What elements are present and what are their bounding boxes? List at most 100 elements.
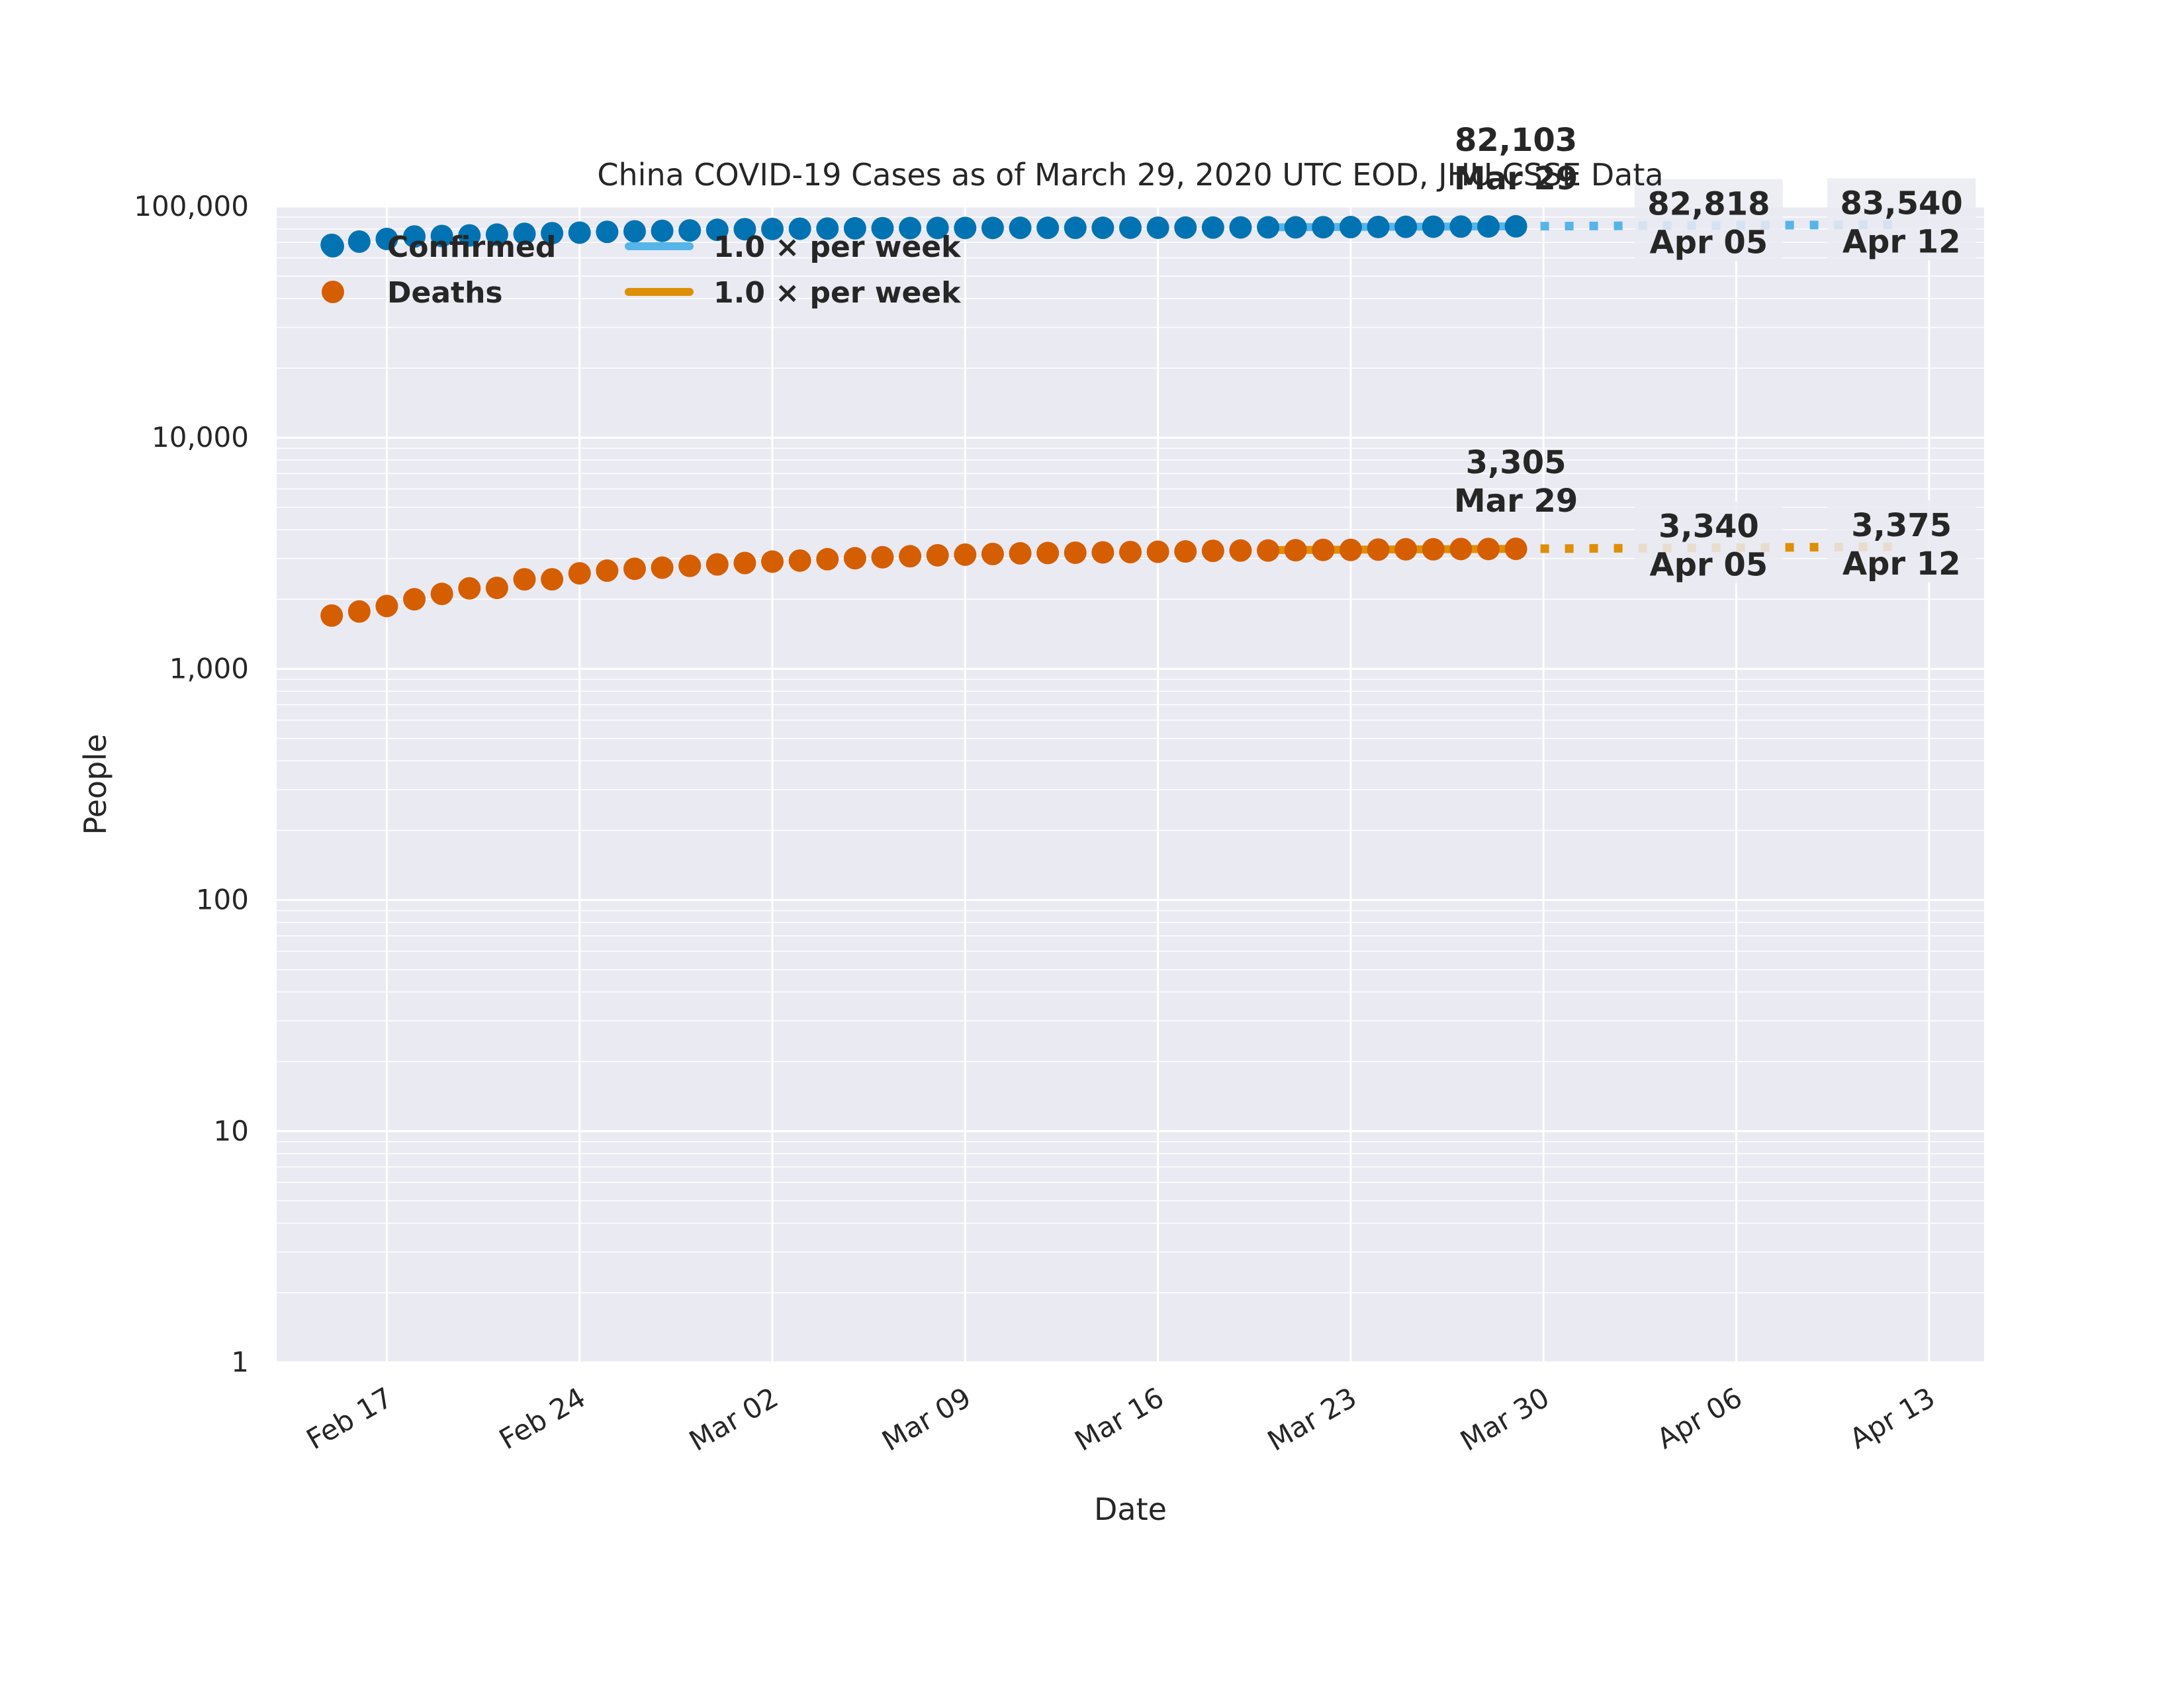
- deaths-point: [1422, 538, 1445, 561]
- annotation-value: 3,340: [1659, 508, 1759, 545]
- deaths-point: [843, 547, 866, 570]
- data-points: [320, 214, 1527, 627]
- annotation-date: Mar 29: [1454, 160, 1578, 197]
- deaths-point: [403, 588, 426, 611]
- y-tick-label: 10: [214, 1115, 249, 1147]
- deaths-point: [899, 545, 922, 568]
- x-tick-label: Mar 23: [1262, 1381, 1362, 1457]
- confirmed-point: [1036, 216, 1060, 240]
- deaths-point: [596, 559, 619, 583]
- deaths-point: [954, 543, 977, 566]
- confirmed-point: [541, 222, 564, 245]
- annotation-box: [1634, 501, 1783, 584]
- deaths-point: [1064, 541, 1087, 564]
- legend-marker: [322, 235, 344, 258]
- annotation-box: [1827, 178, 1976, 261]
- deaths-point: [1229, 539, 1252, 562]
- x-tick-label: Apr 13: [1844, 1381, 1940, 1455]
- confirmed-point: [705, 218, 729, 242]
- confirmed-point: [1201, 216, 1224, 239]
- confirmed-point: [981, 216, 1004, 240]
- deaths-point: [1009, 541, 1032, 565]
- annotation-value: 3,375: [1851, 507, 1952, 544]
- deaths-point: [705, 553, 729, 576]
- annotation-date: Apr 05: [1650, 547, 1768, 584]
- deaths-point: [733, 551, 756, 575]
- deaths-point: [347, 600, 371, 623]
- confirmed-point: [403, 225, 426, 248]
- legend: Confirmed Deaths 1.0 × per week 1.0 × per w…: [322, 230, 962, 310]
- confirmed-point: [651, 219, 674, 242]
- y-tick-label: 10,000: [152, 421, 249, 453]
- y-tick-label: 100,000: [134, 190, 249, 222]
- confirmed-point: [1367, 215, 1390, 238]
- confirmed-point: [1091, 216, 1115, 240]
- confirmed-point: [926, 216, 949, 240]
- deaths-point: [1504, 538, 1527, 561]
- confirmed-point: [1229, 216, 1252, 239]
- legend-label: 1.0 × per week: [713, 230, 962, 264]
- deaths-point: [1036, 541, 1060, 565]
- confirmed-point: [1339, 216, 1362, 239]
- x-axis-label: Date: [1094, 1491, 1167, 1527]
- deaths-point: [981, 542, 1004, 565]
- confirmed-point: [513, 222, 536, 246]
- confirmed-point: [347, 230, 371, 254]
- deaths-point: [375, 594, 398, 618]
- fit-line: [1264, 545, 1520, 554]
- annotation-date: Apr 12: [1843, 223, 1961, 260]
- confirmed-point: [375, 227, 398, 250]
- confirmed-point: [761, 217, 784, 240]
- legend-label: Deaths: [387, 276, 503, 310]
- deaths-point: [1146, 540, 1169, 563]
- x-tick-label: Feb 24: [494, 1381, 591, 1456]
- deaths-point: [320, 604, 343, 627]
- confirmed-point: [1146, 216, 1169, 239]
- confirmed-point: [788, 217, 811, 240]
- confirmed-point: [733, 218, 756, 241]
- confirmed-point: [899, 216, 922, 240]
- x-tick-labels: Feb 17 Feb 24 Mar 02 Mar 09 Mar 16 Mar 23 Mar …: [301, 1381, 1940, 1457]
- annotation-value: 82,103: [1455, 122, 1577, 159]
- confirmed-point: [871, 216, 894, 240]
- deaths-point: [788, 549, 811, 572]
- deaths-point: [871, 545, 894, 569]
- confirmed-point: [485, 223, 508, 246]
- deaths-point: [1174, 540, 1197, 563]
- deaths-point: [651, 556, 674, 579]
- annotation-date: Mar 29: [1454, 483, 1578, 520]
- deaths-point: [1367, 538, 1390, 561]
- deaths-point: [1449, 538, 1473, 561]
- y-tick-label: 1: [231, 1346, 249, 1378]
- confirmed-point: [1504, 214, 1527, 238]
- deaths-point: [1201, 539, 1224, 563]
- confirmed-point: [430, 224, 453, 248]
- annotation-value: 83,540: [1841, 185, 1963, 222]
- deaths-point: [678, 554, 702, 577]
- confirmed-point: [954, 216, 977, 240]
- confirmed-point: [596, 220, 619, 244]
- deaths-point: [761, 550, 784, 573]
- x-tick-label: Mar 30: [1455, 1381, 1555, 1457]
- deaths-point: [623, 557, 646, 581]
- confirmed-point: [1394, 215, 1418, 238]
- confirmed-point: [843, 216, 866, 240]
- x-tick-label: Apr 06: [1651, 1381, 1747, 1455]
- deaths-point: [458, 577, 481, 600]
- confirmed-point: [1284, 216, 1307, 239]
- confirmed-point: [678, 219, 702, 242]
- chart-title: China COVID-19 Cases as of March 29, 202…: [597, 157, 1663, 193]
- x-tick-label: Mar 02: [684, 1381, 784, 1457]
- deaths-point: [1312, 538, 1335, 561]
- annotation-date: Apr 05: [1650, 224, 1768, 261]
- deaths-point: [1477, 538, 1500, 561]
- plot-background: [277, 207, 1984, 1362]
- y-axis-label: People: [77, 734, 113, 835]
- confirmed-point: [1174, 216, 1197, 239]
- confirmed-point: [568, 221, 591, 244]
- y-tick-labels: 1 10 100 1,000 10,000 100,000: [134, 190, 249, 1378]
- deaths-point: [1119, 541, 1142, 564]
- confirmed-point: [1064, 216, 1087, 240]
- confirmed-point: [1422, 215, 1445, 238]
